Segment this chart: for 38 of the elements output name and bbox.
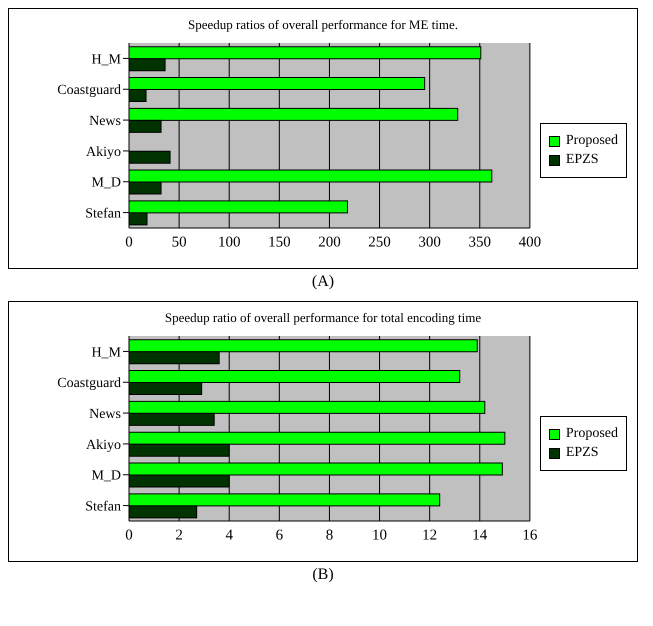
y-tick-label: M_D [91, 176, 121, 191]
x-tick-label: 50 [172, 234, 187, 251]
legend-label: EPZS [564, 152, 600, 168]
x-tick-label: 0 [125, 234, 133, 251]
x-tick-label: 12 [422, 528, 438, 544]
y-tick-label: Coastguard [57, 83, 121, 98]
x-tick-label: 6 [276, 528, 284, 544]
y-tick-label: Akiyo [86, 144, 121, 160]
y-tick-label: M_D [91, 468, 121, 484]
legend-label: Proposed [564, 426, 618, 442]
x-tick-label: 2 [175, 528, 183, 544]
x-tick-label: 300 [418, 234, 441, 251]
x-tick-label: 14 [472, 528, 488, 544]
x-tick-label: 150 [268, 234, 291, 251]
x-tick-label: 100 [218, 234, 240, 251]
x-tick-label: 350 [468, 234, 492, 251]
x-tick-label: 250 [368, 234, 391, 251]
x-tick-label: 16 [522, 528, 538, 544]
y-tick-label: News [89, 407, 121, 422]
x-tick-label: 8 [326, 528, 334, 544]
y-tick-label: Coastguard [57, 376, 121, 392]
x-tick-label: 200 [318, 234, 341, 251]
chart-title: Speedup ratio of overall performance for total encoding time [164, 310, 482, 326]
text: (A) [310, 273, 336, 291]
x-tick-label: 400 [518, 234, 542, 251]
text: (B) [311, 566, 335, 584]
x-tick-label: 0 [125, 528, 133, 544]
legend-label: EPZS [564, 445, 600, 461]
y-tick-label: News [89, 114, 121, 130]
y-tick-label: Stefan [85, 500, 121, 515]
y-tick-label: H_M [91, 52, 122, 68]
y-tick-label: H_M [91, 345, 122, 360]
chart-title: Speedup ratios of overall performance for ME time. [186, 17, 460, 33]
x-tick-label: 4 [225, 528, 234, 544]
y-tick-label: Akiyo [86, 438, 121, 453]
x-tick-label: 10 [372, 528, 388, 544]
legend-label: Proposed [564, 133, 618, 149]
y-tick-label: Stefan [85, 206, 121, 222]
